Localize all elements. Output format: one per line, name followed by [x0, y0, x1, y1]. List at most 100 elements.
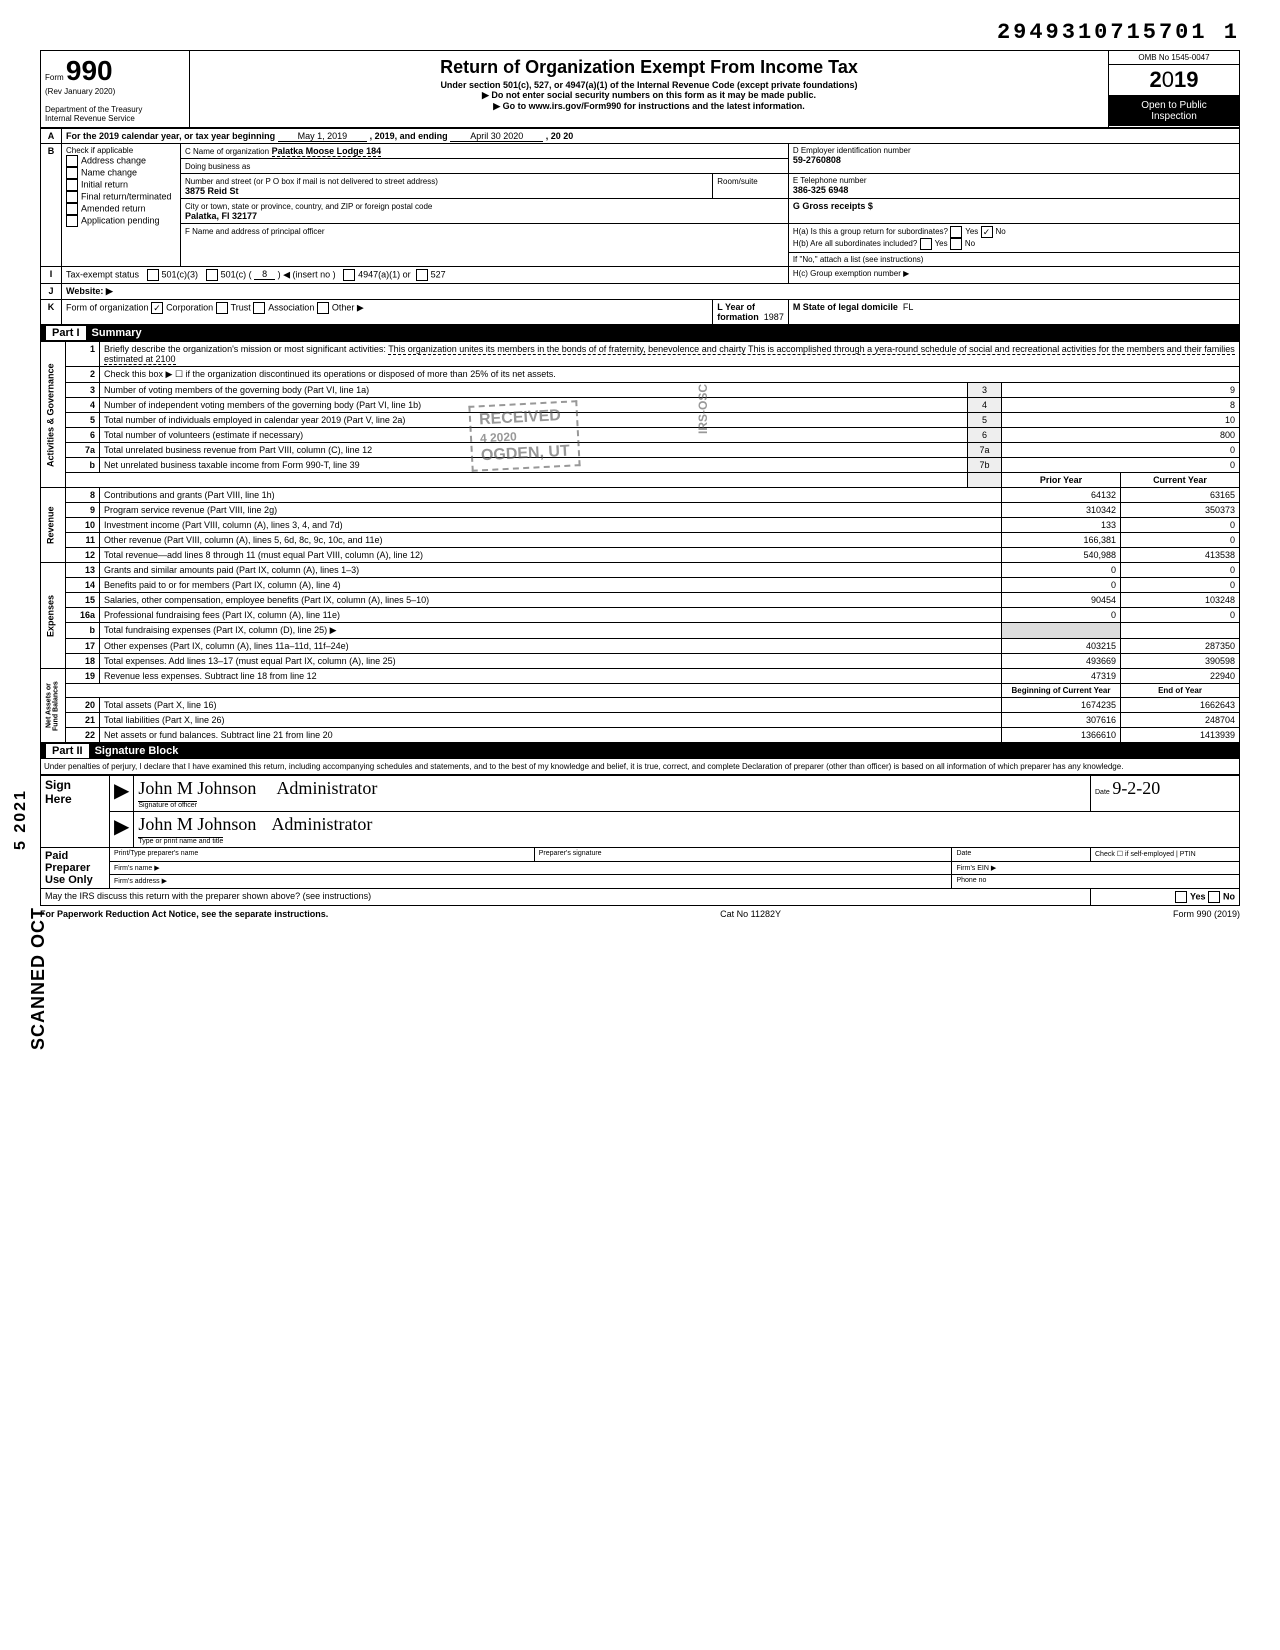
- gov-row-n: 3: [66, 383, 100, 398]
- b-item-0[interactable]: Address change: [66, 155, 176, 167]
- net-n: 21: [66, 713, 100, 728]
- k-other-check[interactable]: [317, 302, 329, 314]
- exp-p: [1002, 623, 1121, 639]
- i-opt-5-check[interactable]: [416, 269, 428, 281]
- m-value: FL: [903, 302, 914, 312]
- gov-row-val: 800: [1002, 428, 1240, 443]
- b-item-2[interactable]: Initial return: [66, 179, 176, 191]
- k-assoc-check[interactable]: [253, 302, 265, 314]
- printed-name: John M Johnson: [138, 814, 256, 834]
- i-opt-0-check[interactable]: [147, 269, 159, 281]
- d-label: D Employer identification number: [793, 146, 1235, 155]
- phone: Phone no: [952, 875, 1240, 889]
- form-note2: ▶ Go to www.irs.gov/Form990 for instruct…: [194, 101, 1104, 112]
- prior-header: Prior Year: [1002, 473, 1121, 488]
- exp-text: Professional fundraising fees (Part IX, …: [100, 608, 1002, 623]
- label-j: J: [41, 284, 62, 300]
- header-table: A For the 2019 calendar year, or tax yea…: [40, 128, 1240, 325]
- k-trust-check[interactable]: [216, 302, 228, 314]
- discuss-no[interactable]: [1208, 891, 1220, 903]
- cat-no: Cat No 11282Y: [720, 909, 781, 919]
- gov-row-n: b: [66, 458, 100, 473]
- rev-n: 8: [66, 488, 100, 503]
- name-label: Type or print name and title: [138, 837, 223, 845]
- i-title: Tax-exempt status: [66, 269, 139, 279]
- exp-n: 13: [66, 563, 100, 578]
- ha-yes[interactable]: [950, 226, 962, 238]
- firm-addr: Firm's address ▶: [110, 875, 952, 889]
- gov-row-box: 7b: [968, 458, 1002, 473]
- l2-text: Check this box ▶ ☐ if the organization d…: [100, 367, 1240, 383]
- footer-right: Form 990 (2019): [1173, 909, 1240, 919]
- hb: H(b) Are all subordinates included?: [793, 239, 918, 248]
- d-value: 59-2760808: [793, 155, 841, 165]
- exp-c: 22940: [1121, 669, 1240, 684]
- rev-c: 0: [1121, 533, 1240, 548]
- rev-n: 11: [66, 533, 100, 548]
- ptin: PTIN: [1180, 851, 1196, 858]
- rev-p: 540,988: [1002, 548, 1121, 563]
- date-label: Date: [1095, 789, 1110, 796]
- discuss: May the IRS discuss this return with the…: [41, 889, 1091, 906]
- tax-year: 20201919: [1109, 65, 1239, 96]
- exp-c: 103248: [1121, 593, 1240, 608]
- form-note1: ▶ Do not enter social security numbers o…: [194, 90, 1104, 101]
- b-item-3[interactable]: Final return/terminated: [66, 191, 176, 203]
- hc: H(c) Group exemption number ▶: [788, 267, 1239, 284]
- l1-text: Briefly describe the organization's miss…: [104, 344, 386, 354]
- check-if: Check ☐ if self-employed: [1095, 851, 1174, 858]
- k-corp-check[interactable]: ✓: [151, 302, 163, 314]
- c-name-label: C Name of organization: [185, 147, 269, 156]
- exp-n: b: [66, 623, 100, 639]
- discuss-yes[interactable]: [1175, 891, 1187, 903]
- net-text: Total liabilities (Part X, line 26): [100, 713, 1002, 728]
- gov-row-box: 7a: [968, 443, 1002, 458]
- exp-text: Other expenses (Part IX, column (A), lin…: [100, 639, 1002, 654]
- ha-no[interactable]: ✓: [981, 226, 993, 238]
- omb: OMB No 1545-0047: [1109, 51, 1239, 65]
- rev-p: 133: [1002, 518, 1121, 533]
- b-item-5[interactable]: Application pending: [66, 215, 176, 227]
- form-number: 990: [66, 55, 113, 86]
- printed-title: Administrator: [271, 814, 372, 834]
- l2-num: 2: [66, 367, 100, 383]
- rev-c: 0: [1121, 518, 1240, 533]
- hb-no[interactable]: [950, 238, 962, 250]
- i-opt-1: 501(c) (: [221, 269, 252, 279]
- exp-n: 18: [66, 654, 100, 669]
- prep-date: Date: [952, 848, 1091, 862]
- sig-label: Signature of officer: [138, 801, 197, 809]
- rev-p: 64132: [1002, 488, 1121, 503]
- firm-name: Firm's name ▶: [110, 861, 952, 875]
- rev-text: Investment income (Part VIII, column (A)…: [100, 518, 1002, 533]
- e-label: E Telephone number: [793, 176, 1235, 185]
- signature: John M Johnson: [138, 778, 256, 798]
- b-title: Check if applicable: [66, 146, 176, 155]
- c-city: Palatka, Fl 32177: [185, 211, 257, 221]
- exp-p: 403215: [1002, 639, 1121, 654]
- rev-c: 350373: [1121, 503, 1240, 518]
- gov-row-n: 6: [66, 428, 100, 443]
- gov-row-box: 4: [968, 398, 1002, 413]
- i-opt-4-check[interactable]: [343, 269, 355, 281]
- exp-text: Grants and similar amounts paid (Part IX…: [100, 563, 1002, 578]
- rev-n: 9: [66, 503, 100, 518]
- form-rev: (Rev January 2020): [45, 87, 115, 96]
- b-item-1[interactable]: Name change: [66, 167, 176, 179]
- net-n: 20: [66, 698, 100, 713]
- a-text: For the 2019 calendar year, or tax year …: [66, 131, 275, 141]
- net-c: 1662643: [1121, 698, 1240, 713]
- b-item-4[interactable]: Amended return: [66, 203, 176, 215]
- exp-n: 14: [66, 578, 100, 593]
- paid-preparer: Paid Preparer Use Only: [41, 848, 110, 889]
- net-text: Total assets (Part X, line 16): [100, 698, 1002, 713]
- form-prefix: Form: [45, 73, 64, 82]
- i-opt-1-check[interactable]: [206, 269, 218, 281]
- rev-p: 166,381: [1002, 533, 1121, 548]
- c-name: Palatka Moose Lodge 184: [272, 146, 382, 157]
- exp-text: Benefits paid to or for members (Part IX…: [100, 578, 1002, 593]
- net-text: Net assets or fund balances. Subtract li…: [100, 728, 1002, 743]
- hb-yes[interactable]: [920, 238, 932, 250]
- scanned-stamp: SCANNED OCT: [28, 907, 49, 1050]
- current-header: Current Year: [1121, 473, 1240, 488]
